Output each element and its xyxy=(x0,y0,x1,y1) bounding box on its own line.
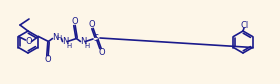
Text: H: H xyxy=(57,35,62,40)
Text: S: S xyxy=(94,34,99,43)
Text: H: H xyxy=(84,44,90,49)
Text: O: O xyxy=(44,55,51,64)
Text: O: O xyxy=(98,48,105,57)
Text: O: O xyxy=(71,17,78,26)
Text: N: N xyxy=(62,37,68,46)
Text: Cl: Cl xyxy=(241,20,249,29)
Text: N: N xyxy=(52,33,58,42)
Text: N: N xyxy=(80,37,86,46)
Text: H: H xyxy=(67,43,72,48)
Text: O: O xyxy=(88,20,95,29)
Text: O: O xyxy=(25,37,32,46)
